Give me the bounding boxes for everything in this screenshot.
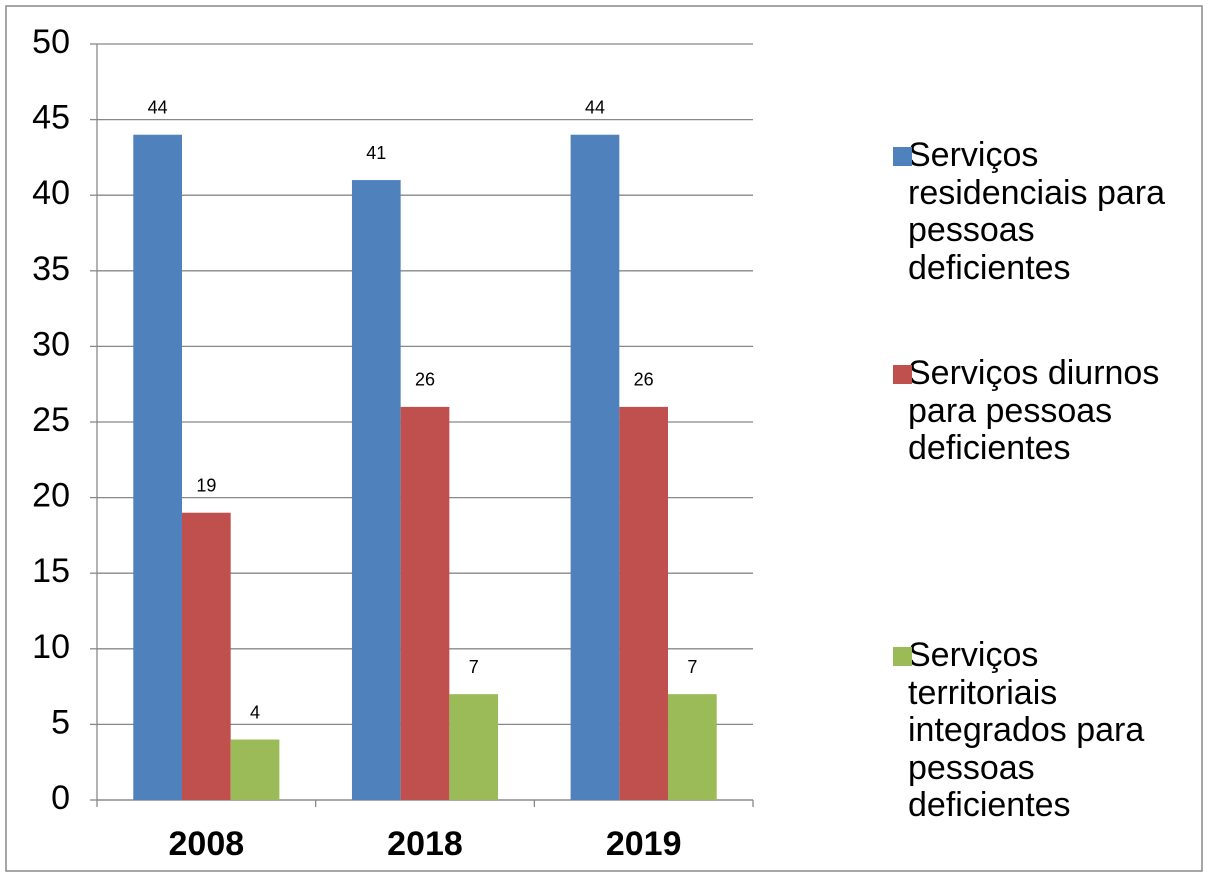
y-tick-label: 20 xyxy=(32,477,70,515)
y-tick-label: 30 xyxy=(32,325,70,363)
data-label: 41 xyxy=(366,143,386,163)
legend-label: Serviços residenciais para pessoas defic… xyxy=(908,136,1166,287)
y-tick-label: 35 xyxy=(32,250,70,288)
y-tick-label: 50 xyxy=(32,23,70,61)
y-tick-label: 10 xyxy=(32,628,70,666)
legend-swatch xyxy=(893,147,912,166)
legend-entry: Serviços diurnos para pessoas deficiente… xyxy=(893,354,1193,468)
data-label: 26 xyxy=(415,370,435,390)
bar xyxy=(400,406,450,800)
data-label: 19 xyxy=(196,475,216,495)
legend-swatch xyxy=(893,647,912,666)
bar xyxy=(181,512,231,800)
y-tick-label: 40 xyxy=(32,174,70,212)
legend-entry: Serviços territoriais integrados para pe… xyxy=(893,636,1193,825)
data-label: 26 xyxy=(634,370,654,390)
y-tick-label: 25 xyxy=(32,401,70,439)
bar xyxy=(133,134,182,801)
legend-swatch xyxy=(893,365,912,384)
bar xyxy=(619,406,669,800)
data-label: 44 xyxy=(585,97,605,117)
data-label: 4 xyxy=(250,702,260,722)
bar xyxy=(668,694,717,800)
legend-label: Serviços diurnos para pessoas deficiente… xyxy=(908,354,1160,467)
data-label: 7 xyxy=(687,657,697,677)
y-tick-label: 15 xyxy=(32,552,70,590)
y-tick-label: 0 xyxy=(51,779,70,817)
bar xyxy=(351,180,401,800)
legend-label: Serviços territoriais integrados para pe… xyxy=(908,636,1145,824)
data-label: 7 xyxy=(469,657,479,677)
bar xyxy=(230,739,280,800)
bar xyxy=(570,134,620,801)
y-tick-label: 5 xyxy=(51,703,70,741)
x-tick-label: 2019 xyxy=(606,825,682,863)
y-tick-label: 45 xyxy=(32,99,70,137)
bar xyxy=(449,694,499,800)
x-tick-label: 2008 xyxy=(169,825,245,863)
legend-entry: Serviços residenciais para pessoas defic… xyxy=(893,136,1193,287)
x-tick-label: 2018 xyxy=(387,825,463,863)
data-label: 44 xyxy=(148,97,168,117)
